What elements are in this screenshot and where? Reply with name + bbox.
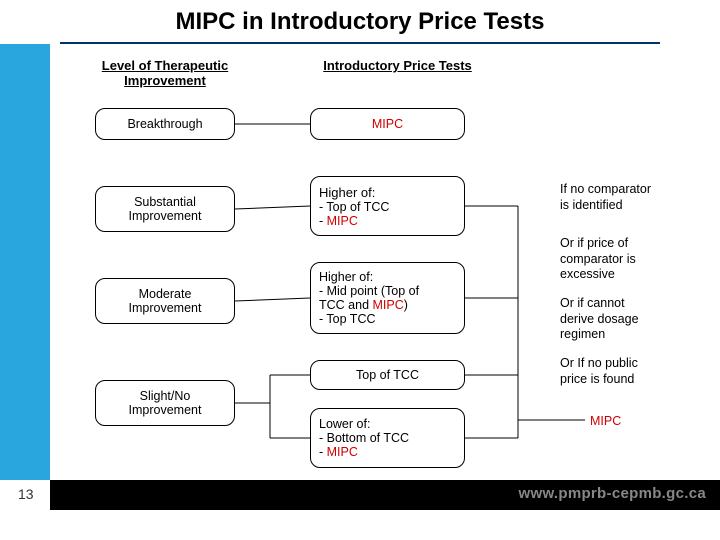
rbox-low-title: Lower of:: [319, 417, 456, 431]
col-header-left-l1: Level of Therapeutic: [102, 58, 228, 73]
col-header-left-l2: Improvement: [124, 73, 206, 88]
label-breakthrough: Breakthrough: [127, 117, 202, 131]
left-sidebar: [0, 44, 50, 480]
rbox-mod-i2: TCC and MIPC): [319, 298, 456, 312]
col-header-left: Level of Therapeutic Improvement: [95, 58, 235, 88]
note-excessive: Or if price of comparator is excessive: [560, 236, 636, 283]
rbox-low-i2: - MIPC: [319, 445, 456, 459]
rbox-mod-title: Higher of:: [319, 270, 456, 284]
slide-root: MIPC in Introductory Price Tests Level o…: [0, 0, 720, 540]
box-substantial: Substantial Improvement: [95, 186, 235, 232]
rbox-moderate: Higher of: - Mid point (Top of TCC and M…: [310, 262, 465, 334]
label-slight-l2: Improvement: [129, 403, 202, 417]
note-dosage: Or if cannot derive dosage regimen: [560, 296, 639, 343]
title-rule: [60, 42, 660, 44]
rbox-sub-title: Higher of:: [319, 185, 456, 200]
label-top-tcc: Top of TCC: [356, 368, 419, 382]
box-moderate: Moderate Improvement: [95, 278, 235, 324]
col-header-right: Introductory Price Tests: [310, 58, 485, 73]
label-mipc: MIPC: [372, 117, 403, 131]
slide-title: MIPC in Introductory Price Tests: [0, 8, 720, 36]
label-moderate-l1: Moderate: [139, 287, 192, 301]
box-breakthrough: Breakthrough: [95, 108, 235, 140]
label-slight-l1: Slight/No: [140, 389, 191, 403]
footer-url: www.pmprb-cepmb.gc.ca: [519, 485, 706, 502]
page-number: 13: [18, 486, 34, 502]
rbox-sub-i1: - Top of TCC: [319, 200, 456, 214]
note-no-comparator: If no comparator is identified: [560, 182, 651, 213]
label-substantial-l2: Improvement: [129, 209, 202, 223]
note-mipc: MIPC: [590, 414, 621, 430]
rbox-lower: Lower of: - Bottom of TCC - MIPC: [310, 408, 465, 468]
label-moderate-l2: Improvement: [129, 301, 202, 315]
rbox-mod-i1: - Mid point (Top of: [319, 284, 456, 298]
rbox-mod-i3: - Top TCC: [319, 312, 456, 326]
note-no-public: Or If no public price is found: [560, 356, 638, 387]
rbox-low-i1: - Bottom of TCC: [319, 431, 456, 445]
rbox-top-tcc: Top of TCC: [310, 360, 465, 390]
rbox-mipc: MIPC: [310, 108, 465, 140]
rbox-substantial: Higher of: - Top of TCC - MIPC: [310, 176, 465, 236]
rbox-sub-i2: - MIPC: [319, 214, 456, 228]
label-substantial-l1: Substantial: [134, 195, 196, 209]
box-slight: Slight/No Improvement: [95, 380, 235, 426]
